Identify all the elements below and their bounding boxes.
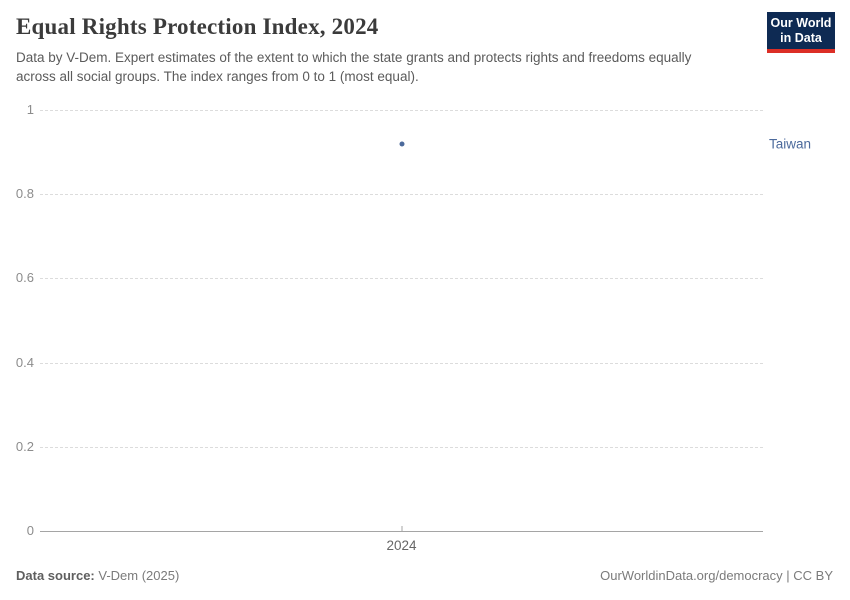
x-axis-tick xyxy=(401,526,402,531)
y-axis-tick-label: 1 xyxy=(26,102,34,118)
y-gridline xyxy=(40,446,763,448)
entity-label-taiwan[interactable]: Taiwan xyxy=(769,136,812,152)
y-axis-tick-label: 0.8 xyxy=(15,186,34,202)
owid-credit-link[interactable]: OurWorldinData.org/democracy | CC BY xyxy=(600,568,833,583)
y-axis-tick-label: 0.2 xyxy=(15,438,34,454)
y-gridline xyxy=(40,110,763,111)
chart-subtitle: Data by V-Dem. Expert estimates of the e… xyxy=(16,50,692,84)
data-source-label: Data source: xyxy=(16,568,95,583)
data-source-note: Data source: V-Dem (2025) xyxy=(16,568,179,583)
data-source-value: V-Dem (2025) xyxy=(98,568,180,583)
y-gridline xyxy=(40,362,763,364)
chart-footer: Data source: V-Dem (2025) OurWorldinData… xyxy=(16,568,833,583)
y-axis-tick-label: 0.6 xyxy=(15,270,34,286)
data-point-taiwan[interactable] xyxy=(399,141,404,147)
owid-logo-line2: in Data xyxy=(780,31,822,45)
y-gridline xyxy=(40,194,763,196)
plot-area: 0 0.2 0.4 0.6 0.8 1 2024 Taiwan xyxy=(16,102,811,553)
x-axis-line xyxy=(40,531,763,532)
y-axis-tick-label: 0.4 xyxy=(15,354,34,370)
y-axis-tick-label: 0 xyxy=(26,523,34,539)
chart-header: Equal Rights Protection Index, 2024 Data… xyxy=(16,14,834,86)
x-axis-tick-label: 2024 xyxy=(386,538,417,553)
y-gridline xyxy=(40,278,763,280)
page-title: Equal Rights Protection Index, 2024 xyxy=(16,14,379,39)
owid-logo[interactable]: Our World in Data xyxy=(767,12,835,53)
owid-logo-line1: Our World xyxy=(770,16,832,30)
